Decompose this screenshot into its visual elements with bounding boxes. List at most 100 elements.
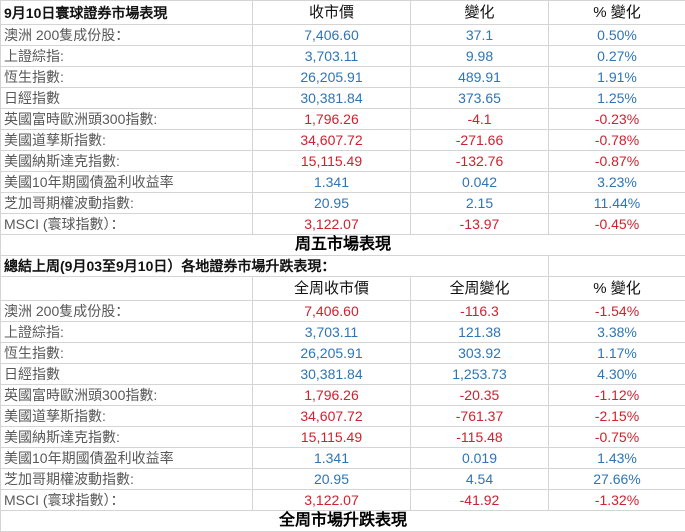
percent-change[interactable]: -0.78% xyxy=(549,130,685,151)
change-value[interactable]: 37.1 xyxy=(411,25,549,46)
change-value[interactable]: 9.98 xyxy=(411,46,549,67)
close-value[interactable]: 20.95 xyxy=(253,469,411,490)
index-name[interactable]: MSCI (寰球指數）： xyxy=(1,214,253,235)
cell[interactable] xyxy=(549,256,685,277)
percent-change[interactable]: -0.87% xyxy=(549,151,685,172)
close-value[interactable]: 1.341 xyxy=(253,172,411,193)
percent-change[interactable]: 3.38% xyxy=(549,322,685,343)
close-value[interactable]: 3,703.11 xyxy=(253,322,411,343)
percent-change[interactable]: 27.66% xyxy=(549,469,685,490)
table-row: 澳洲 200隻成份股：7,406.60-116.3-1.54% xyxy=(1,301,685,322)
close-value[interactable]: 34,607.72 xyxy=(253,130,411,151)
change-value[interactable]: 303.92 xyxy=(411,343,549,364)
change-value[interactable]: 1,253.73 xyxy=(411,364,549,385)
change-value[interactable]: 121.38 xyxy=(411,322,549,343)
percent-change[interactable]: 0.50% xyxy=(549,25,685,46)
index-name[interactable]: 美國納斯達克指數: xyxy=(1,151,253,172)
index-name[interactable]: 美國納斯達克指數: xyxy=(1,427,253,448)
change-value[interactable]: 0.042 xyxy=(411,172,549,193)
percent-change[interactable]: -2.15% xyxy=(549,406,685,427)
change-value[interactable]: 4.54 xyxy=(411,469,549,490)
column-header[interactable]: 收市價 xyxy=(253,1,411,25)
close-value[interactable]: 30,381.84 xyxy=(253,88,411,109)
close-value[interactable]: 3,703.11 xyxy=(253,46,411,67)
index-name[interactable]: 日經指數 xyxy=(1,364,253,385)
change-value[interactable]: -41.92 xyxy=(411,490,549,511)
close-value[interactable]: 3,122.07 xyxy=(253,490,411,511)
close-value[interactable]: 1,796.26 xyxy=(253,109,411,130)
percent-change[interactable]: -0.23% xyxy=(549,109,685,130)
close-value[interactable]: 34,607.72 xyxy=(253,406,411,427)
percent-change[interactable]: -0.45% xyxy=(549,214,685,235)
change-value[interactable]: -116.3 xyxy=(411,301,549,322)
index-name[interactable]: 美國10年期國債盈利收益率 xyxy=(1,172,253,193)
column-header[interactable]: % 變化 xyxy=(549,1,685,25)
index-name[interactable]: 芝加哥期權波動指數: xyxy=(1,469,253,490)
percent-change[interactable]: -1.54% xyxy=(549,301,685,322)
percent-change[interactable]: 0.27% xyxy=(549,46,685,67)
change-value[interactable]: -115.48 xyxy=(411,427,549,448)
index-name[interactable]: 芝加哥期權波動指數: xyxy=(1,193,253,214)
change-value[interactable]: -4.1 xyxy=(411,109,549,130)
change-value[interactable]: -271.66 xyxy=(411,130,549,151)
column-header[interactable]: 變化 xyxy=(411,1,549,25)
caption[interactable]: 周五市場表現 xyxy=(1,235,685,256)
index-name[interactable]: 英國富時歐洲頭300指數: xyxy=(1,385,253,406)
index-name[interactable]: 恆生指數: xyxy=(1,343,253,364)
change-value[interactable]: -132.76 xyxy=(411,151,549,172)
change-value[interactable]: 2.15 xyxy=(411,193,549,214)
close-value[interactable]: 26,205.91 xyxy=(253,343,411,364)
percent-change[interactable]: 1.91% xyxy=(549,67,685,88)
close-value[interactable]: 15,115.49 xyxy=(253,427,411,448)
index-name[interactable]: 日經指數 xyxy=(1,88,253,109)
change-value[interactable]: -20.35 xyxy=(411,385,549,406)
close-value[interactable]: 15,115.49 xyxy=(253,151,411,172)
percent-change[interactable]: -1.12% xyxy=(549,385,685,406)
index-name[interactable]: 英國富時歐洲頭300指數: xyxy=(1,109,253,130)
percent-change[interactable]: 1.17% xyxy=(549,343,685,364)
change-value[interactable]: 373.65 xyxy=(411,88,549,109)
index-name[interactable]: 澳洲 200隻成份股： xyxy=(1,301,253,322)
index-name[interactable]: 美國道孳斯指數: xyxy=(1,406,253,427)
percent-change[interactable]: -0.75% xyxy=(549,427,685,448)
section-title[interactable]: 9月10日寰球證券市場表現 xyxy=(1,1,253,25)
header-row: 9月10日寰球證券市場表現收市價變化% 變化 xyxy=(1,1,685,25)
index-name[interactable]: 恆生指數: xyxy=(1,67,253,88)
percent-change[interactable]: -1.32% xyxy=(549,490,685,511)
percent-change[interactable]: 11.44% xyxy=(549,193,685,214)
close-value[interactable]: 1.341 xyxy=(253,448,411,469)
column-header[interactable]: 全周變化 xyxy=(411,277,549,301)
close-value[interactable]: 20.95 xyxy=(253,193,411,214)
change-value[interactable]: 489.91 xyxy=(411,67,549,88)
change-value[interactable]: -13.97 xyxy=(411,214,549,235)
caption-row: 周五市場表現 xyxy=(1,235,685,256)
table-row: 美國道孳斯指數:34,607.72-271.66-0.78% xyxy=(1,130,685,151)
index-name[interactable]: 上證綜指: xyxy=(1,322,253,343)
change-value[interactable]: -761.37 xyxy=(411,406,549,427)
index-name[interactable]: MSCI (寰球指數）： xyxy=(1,490,253,511)
close-value[interactable]: 7,406.60 xyxy=(253,25,411,46)
change-value[interactable]: 0.019 xyxy=(411,448,549,469)
index-name[interactable]: 美國10年期國債盈利收益率 xyxy=(1,448,253,469)
percent-change[interactable]: 1.25% xyxy=(549,88,685,109)
index-name[interactable]: 上證綜指: xyxy=(1,46,253,67)
section-title[interactable]: 總結上周(9月03至9月10日）各地證券市場升跌表現： xyxy=(1,256,549,277)
close-value[interactable]: 30,381.84 xyxy=(253,364,411,385)
header-row: 全周收市價全周變化% 變化 xyxy=(1,277,685,301)
table-row: 美國納斯達克指數:15,115.49-115.48-0.75% xyxy=(1,427,685,448)
close-value[interactable]: 7,406.60 xyxy=(253,301,411,322)
caption[interactable]: 全周市場升跌表現 xyxy=(1,511,685,532)
percent-change[interactable]: 1.43% xyxy=(549,448,685,469)
close-value[interactable]: 3,122.07 xyxy=(253,214,411,235)
cell[interactable] xyxy=(1,277,253,301)
column-header[interactable]: 全周收市價 xyxy=(253,277,411,301)
index-name[interactable]: 美國道孳斯指數: xyxy=(1,130,253,151)
close-value[interactable]: 1,796.26 xyxy=(253,385,411,406)
percent-change[interactable]: 3.23% xyxy=(549,172,685,193)
column-header[interactable]: % 變化 xyxy=(549,277,685,301)
percent-change[interactable]: 4.30% xyxy=(549,364,685,385)
close-value[interactable]: 26,205.91 xyxy=(253,67,411,88)
index-name[interactable]: 澳洲 200隻成份股： xyxy=(1,25,253,46)
